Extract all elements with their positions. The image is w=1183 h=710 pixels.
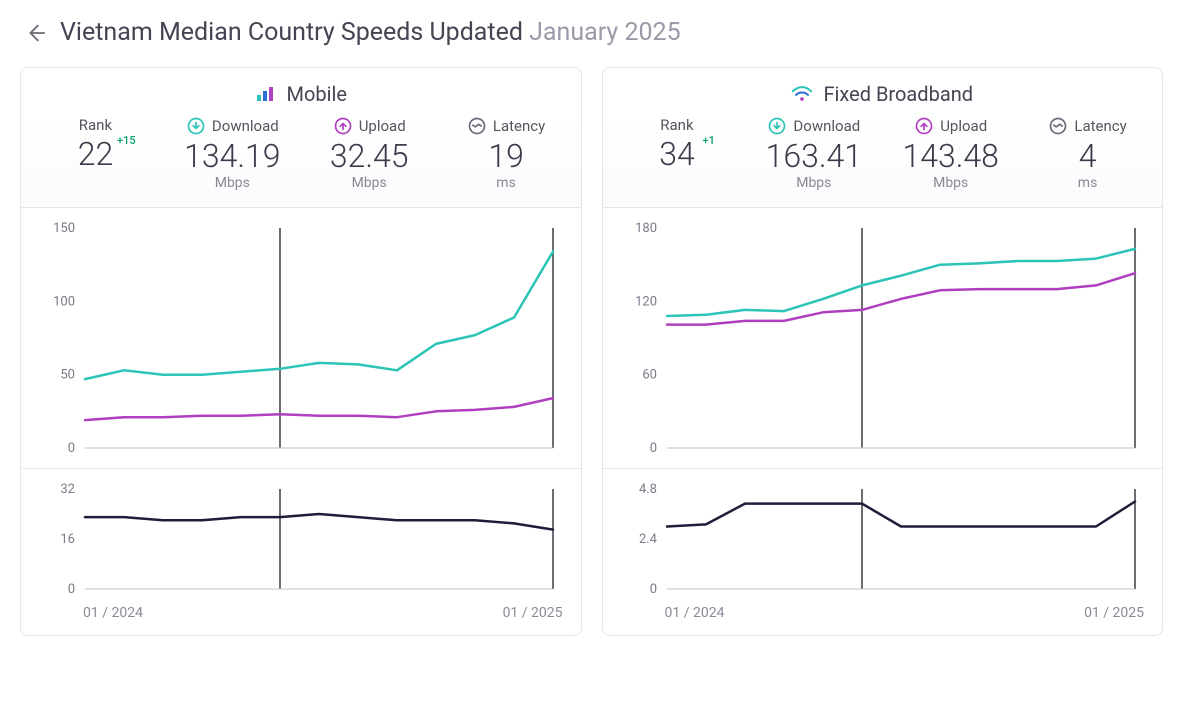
mobile-upload-unit: Mbps [301,175,438,191]
fixed-header-label: Fixed Broadband [823,82,973,106]
svg-text:2.4: 2.4 [638,532,657,547]
latency-label: Latency [1074,117,1126,135]
mobile-date-axis: 01 / 2024 01 / 2025 [21,599,581,635]
svg-text:16: 16 [60,532,75,547]
mobile-header-label: Mobile [287,82,347,106]
mobile-upload-metric: Upload 32.45 Mbps [301,116,438,191]
upload-label: Upload [359,117,406,135]
page-title: Vietnam Median Country Speeds Updated Ja… [60,18,681,47]
fixed-latency-chart: 0 2.4 4.8 [619,479,1147,599]
fixed-latency-unit: ms [1019,175,1156,191]
page-header: Vietnam Median Country Speeds Updated Ja… [20,18,1163,47]
mobile-download-value: 134.19 [164,138,301,175]
mobile-metrics: Rank +15 22 Download 134.19 Mbps Upload … [21,116,581,208]
download-icon [186,116,206,136]
svg-text:0: 0 [649,441,656,456]
mobile-panel-header: Mobile [21,68,581,116]
upload-icon [333,116,353,136]
svg-text:0: 0 [649,582,656,597]
fixed-speed-chart: 0 60 120 180 [619,218,1147,458]
svg-text:100: 100 [53,294,75,309]
svg-text:50: 50 [60,367,75,382]
title-text: Vietnam Median Country Speeds Updated [60,18,529,47]
mobile-latency-chart: 0 16 32 [37,479,565,599]
download-icon [767,116,787,136]
mobile-rank-value: 22 [27,136,164,173]
fixed-download-metric: Download 163.41 Mbps [745,116,882,191]
fixed-rank-delta: +1 [703,134,715,147]
fixed-download-unit: Mbps [745,175,882,191]
svg-text:0: 0 [68,582,75,597]
rank-label: Rank [79,116,112,134]
fixed-panel: Fixed Broadband Rank +1 34 Download 163.… [602,67,1164,636]
fixed-date-axis: 01 / 2024 01 / 2025 [603,599,1163,635]
fixed-panel-header: Fixed Broadband [603,68,1163,116]
download-label: Download [793,117,860,135]
title-date: January 2025 [529,18,681,47]
fixed-latency-metric: Latency 4 ms [1019,116,1156,191]
fixed-upload-metric: Upload 143.48 Mbps [882,116,1019,191]
mobile-rank-delta: +15 [117,134,136,147]
svg-text:4.8: 4.8 [638,482,656,497]
upload-label: Upload [940,117,987,135]
mobile-latency-metric: Latency 19 ms [438,116,575,191]
svg-text:0: 0 [68,441,75,456]
svg-text:60: 60 [642,367,657,382]
mobile-download-unit: Mbps [164,175,301,191]
latency-icon [467,116,487,136]
mobile-speed-chart: 0 50 100 150 [37,218,565,458]
fixed-upload-unit: Mbps [882,175,1019,191]
fixed-upload-value: 143.48 [882,138,1019,175]
x-start-label: 01 / 2024 [83,605,143,621]
mobile-latency-unit: ms [438,175,575,191]
latency-icon [1048,116,1068,136]
fixed-download-value: 163.41 [745,138,882,175]
fixed-latency-value: 4 [1019,138,1156,175]
svg-text:180: 180 [635,221,657,236]
svg-text:32: 32 [60,482,75,497]
mobile-panel: Mobile Rank +15 22 Download 134.19 Mbps … [20,67,582,636]
upload-icon [914,116,934,136]
x-end-label: 01 / 2025 [503,605,563,621]
fixed-rank-value: 34 [609,136,746,173]
mobile-rank-metric: Rank +15 22 [27,116,164,191]
x-end-label: 01 / 2025 [1084,605,1144,621]
fixed-rank-metric: Rank +1 34 [609,116,746,191]
svg-text:150: 150 [53,221,75,236]
download-label: Download [212,117,279,135]
mobile-upload-value: 32.45 [301,138,438,175]
mobile-download-metric: Download 134.19 Mbps [164,116,301,191]
latency-label: Latency [493,117,545,135]
svg-text:120: 120 [635,294,657,309]
mobile-signal-icon [255,85,277,103]
fixed-metrics: Rank +1 34 Download 163.41 Mbps Upload 1… [603,116,1163,208]
wifi-icon [791,85,813,103]
rank-label: Rank [660,116,693,134]
x-start-label: 01 / 2024 [665,605,725,621]
mobile-latency-value: 19 [438,138,575,175]
back-arrow-icon[interactable] [24,22,46,44]
